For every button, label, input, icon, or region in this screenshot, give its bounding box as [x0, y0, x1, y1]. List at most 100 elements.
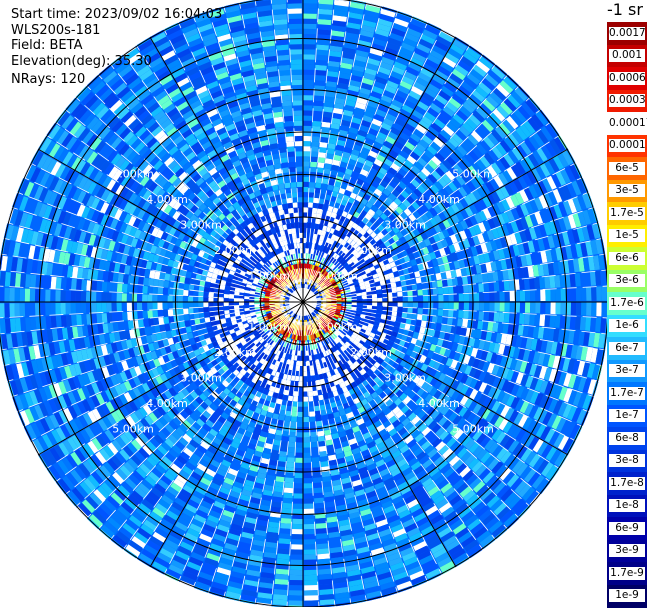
- sweep-gate: [303, 376, 307, 381]
- sweep-gate: [278, 548, 290, 554]
- sweep-gate: [311, 442, 318, 448]
- sweep-gate: [117, 283, 123, 292]
- sweep-gate: [111, 303, 116, 312]
- sweep-gate: [203, 307, 208, 312]
- sweep-gate: [0, 287, 5, 302]
- sweep-gate: [474, 302, 479, 311]
- sweep-gate: [282, 431, 289, 437]
- sweep-gate: [416, 320, 422, 327]
- sweep-gate: [288, 600, 303, 605]
- sweep-gate: [193, 291, 198, 297]
- sweep-gate: [304, 437, 311, 442]
- sweep-gate: [304, 555, 316, 560]
- sweep-gate: [111, 293, 116, 302]
- sweep-gate: [81, 280, 87, 291]
- sweep-gate: [318, 436, 325, 442]
- sweep-gate: [137, 294, 142, 302]
- sweep-gate: [295, 473, 304, 478]
- sweep-gate: [279, 456, 287, 462]
- sweep-gate: [292, 524, 303, 529]
- sweep-gate: [280, 446, 288, 452]
- sweep-gate: [290, 422, 296, 428]
- sweep-gate: [153, 318, 159, 326]
- sweep-gate: [71, 291, 76, 302]
- sweep-gate: [183, 303, 188, 309]
- sweep-gate: [184, 284, 190, 290]
- sweep-gate: [464, 302, 469, 310]
- sweep-gate: [299, 371, 303, 376]
- sweep-gate: [293, 509, 303, 514]
- sweep-gate: [303, 397, 308, 402]
- sweep-gate: [184, 278, 190, 285]
- sweep-gate: [458, 310, 464, 318]
- sweep-gate: [304, 422, 310, 427]
- sweep-gate: [591, 302, 596, 316]
- sweep-gate: [321, 461, 330, 467]
- sweep-gate: [454, 302, 459, 310]
- sweep-gate: [304, 534, 315, 539]
- sweep-gate: [549, 315, 555, 327]
- sweep-gate: [25, 289, 30, 302]
- sweep-gate: [137, 303, 142, 311]
- sweep-gate: [102, 313, 108, 323]
- sweep-gate: [46, 316, 52, 329]
- sweep-gate: [143, 319, 149, 327]
- sweep-gate: [208, 297, 213, 302]
- sweep-gate: [183, 290, 189, 296]
- sweep-gate: [524, 314, 530, 325]
- sweep-gate: [286, 462, 294, 468]
- sweep-gate: [291, 411, 297, 417]
- sweep-gate: [280, 528, 291, 534]
- sweep-gate: [448, 310, 454, 318]
- sweep-gate: [310, 432, 317, 438]
- sweep-gate: [576, 302, 581, 315]
- sweep-gate: [530, 302, 535, 313]
- sweep-gate: [76, 303, 81, 314]
- sweep-gate: [556, 302, 561, 314]
- sweep-gate: [304, 560, 317, 566]
- sweep-gate: [122, 284, 128, 293]
- sweep-gate: [288, 447, 296, 453]
- sweep-gate: [163, 281, 169, 288]
- sweep-gate: [309, 411, 315, 417]
- sweep-gate: [407, 308, 412, 314]
- sweep-gate: [397, 307, 403, 312]
- sweep-gate: [317, 431, 324, 437]
- sweep-gate: [431, 322, 437, 329]
- sweep-gate: [413, 302, 418, 308]
- sweep-gate: [601, 302, 606, 317]
- sweep-gate: [294, 488, 303, 493]
- sweep-gate: [437, 316, 443, 323]
- sweep-gate: [40, 317, 46, 330]
- sweep-gate: [152, 295, 157, 302]
- sweep-gate: [106, 303, 111, 313]
- sweep-gate: [168, 281, 174, 288]
- sweep-gate: [304, 595, 318, 601]
- sweep-gate: [304, 448, 311, 453]
- sweep-gate: [205, 317, 211, 323]
- sweep-gate: [163, 288, 169, 295]
- sweep-gate: [442, 317, 448, 325]
- sweep-gate: [153, 279, 159, 287]
- sweep-gate: [20, 288, 25, 302]
- sweep-gate: [143, 278, 149, 286]
- sweep-gate: [46, 276, 52, 289]
- sweep-gate: [296, 442, 303, 447]
- sweep-gate: [71, 303, 76, 314]
- sweep-gate: [286, 406, 292, 412]
- sweep-gate: [293, 499, 303, 504]
- sweep-gate: [571, 302, 576, 315]
- sweep-gate: [509, 313, 515, 324]
- sweep-gate: [280, 523, 291, 529]
- sweep-gate: [162, 303, 167, 310]
- sweep-gate: [203, 292, 209, 297]
- sweep-gate: [122, 303, 127, 312]
- sweep-gate: [494, 312, 500, 322]
- sweep-gate: [433, 309, 439, 316]
- sweep-gate: [281, 441, 289, 447]
- sweep-gate: [298, 402, 303, 407]
- sweep-gate: [20, 303, 26, 317]
- sweep-gate: [580, 317, 586, 331]
- sweep-gate: [392, 307, 398, 312]
- sweep-gate: [287, 457, 295, 463]
